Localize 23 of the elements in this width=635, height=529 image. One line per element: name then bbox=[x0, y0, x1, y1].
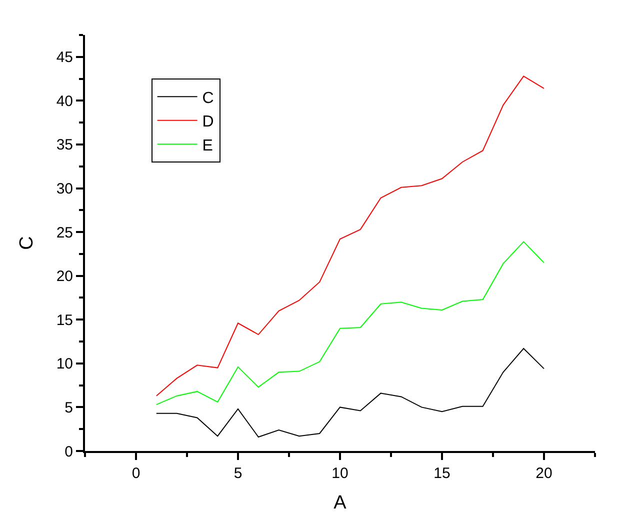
y-tick-label: 30 bbox=[56, 180, 73, 198]
y-tick-label: 15 bbox=[56, 312, 73, 329]
legend-label: D bbox=[202, 114, 214, 131]
line-series bbox=[156, 76, 544, 396]
x-tick-label: 20 bbox=[536, 465, 552, 482]
y-tick-label: 10 bbox=[56, 356, 73, 373]
x-axis-title: A bbox=[334, 492, 347, 514]
x-tick-label: 15 bbox=[434, 465, 450, 482]
y-tick-label: 0 bbox=[64, 443, 73, 460]
line-series bbox=[156, 348, 544, 438]
y-axis-title: C bbox=[16, 236, 38, 250]
y-tick-label: 5 bbox=[64, 399, 73, 416]
x-tick-label: 0 bbox=[132, 465, 140, 482]
x-tick-label: 10 bbox=[332, 465, 348, 482]
y-tick-label: 40 bbox=[56, 92, 73, 110]
x-tick-label: 5 bbox=[234, 465, 242, 482]
line-series bbox=[156, 241, 544, 406]
y-tick-label: 25 bbox=[56, 224, 73, 242]
y-tick-label: 45 bbox=[56, 49, 73, 66]
legend-label: E bbox=[202, 137, 213, 154]
y-tick-label: 35 bbox=[56, 136, 73, 154]
y-tick-label: 20 bbox=[56, 268, 73, 286]
legend-label: C bbox=[202, 90, 214, 107]
